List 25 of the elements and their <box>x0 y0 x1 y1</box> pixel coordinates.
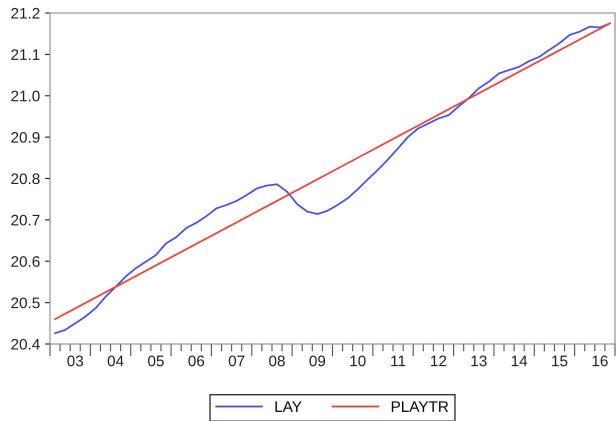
legend-label: PLAYTR <box>392 401 448 412</box>
y-tick-label: 20.9 <box>11 132 40 143</box>
x-tick-label: 13 <box>471 356 487 366</box>
y-tick-label: 20.7 <box>11 214 40 226</box>
x-tick-label: 15 <box>552 356 568 366</box>
x-tick-label: 07 <box>228 356 244 366</box>
x-tick-label: 05 <box>148 356 164 366</box>
y-tick-label: 20.4 <box>11 338 40 350</box>
x-tick-label: 10 <box>350 356 366 366</box>
y-tick-label: 21.2 <box>11 8 40 19</box>
y-tick-label: 21.0 <box>11 90 40 102</box>
x-tick-label: 09 <box>309 356 326 366</box>
x-tick-label: 14 <box>512 356 528 366</box>
x-tick-label: 08 <box>269 356 285 366</box>
x-tick-label: 12 <box>431 356 446 366</box>
y-tick-label: 21.1 <box>11 49 40 60</box>
x-tick-label: 04 <box>108 356 124 366</box>
y-tick-label: 20.6 <box>11 256 40 267</box>
x-tick-label: 03 <box>67 356 84 366</box>
x-tick-label: 16 <box>592 356 608 366</box>
y-tick-label: 20.5 <box>11 297 40 308</box>
legend-label: LAY <box>275 401 302 412</box>
y-tick-label: 20.8 <box>11 173 40 184</box>
x-tick-label: 11 <box>391 356 406 366</box>
x-tick-label: 06 <box>188 356 204 366</box>
